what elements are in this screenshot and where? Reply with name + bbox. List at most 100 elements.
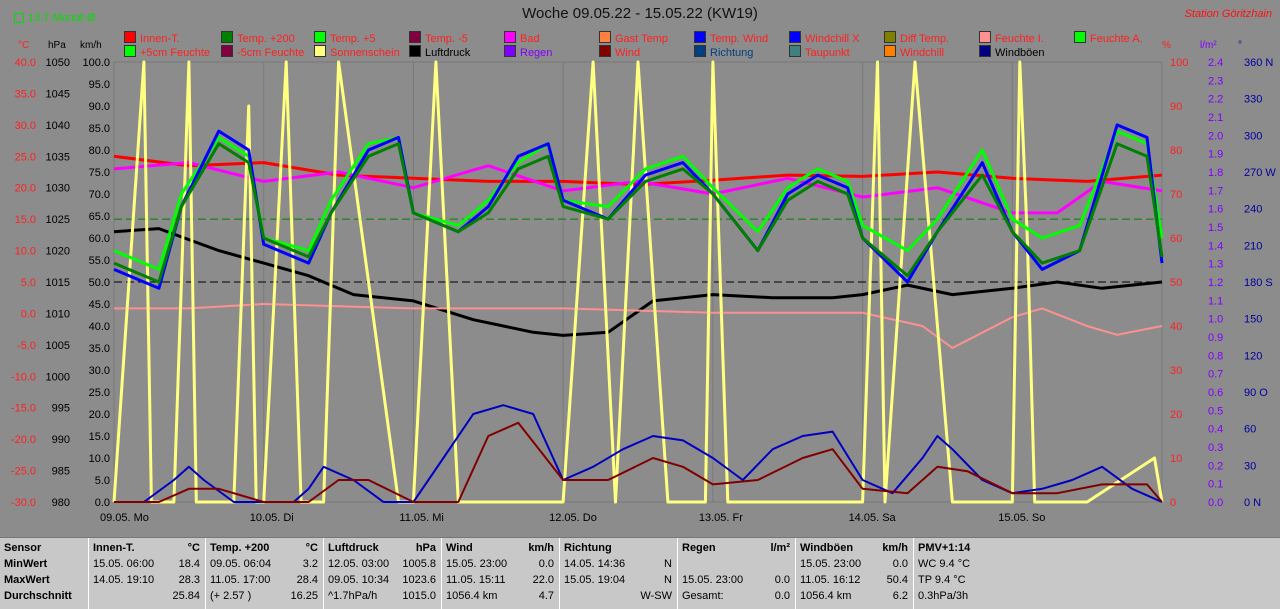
rain-axis-label: 1.9	[1208, 149, 1223, 161]
stats-regen-total-label: Gesamt:	[682, 590, 724, 602]
legend-swatch	[599, 45, 611, 57]
legend-item: Feuchte I.	[979, 31, 1044, 45]
rain-axis-label: 1.5	[1208, 222, 1223, 234]
stats-wind-max-time: 11.05. 15:11	[446, 574, 506, 586]
legend-swatch	[221, 31, 233, 43]
wind-axis-label: 65.0	[89, 211, 110, 223]
stats-col-regen: Regen l/m² 15.05. 23:00 0.0 Gesamt: 0.0	[678, 540, 794, 607]
stats-wind-unit: km/h	[528, 542, 554, 554]
stats-regen-header: Regen	[682, 542, 716, 554]
rain-axis-label: 0.1	[1208, 479, 1223, 491]
pct-axis-label: 60	[1170, 233, 1182, 245]
rain-axis-label: 0.6	[1208, 387, 1223, 399]
stats-col-wind: Wind km/h 15.05. 23:00 0.0 11.05. 15:11 22.…	[442, 540, 558, 607]
wind-axis-label: 40.0	[89, 321, 110, 333]
stats-wind-distance: 1056.4 km	[446, 590, 498, 602]
legend-swatch	[884, 45, 896, 57]
rain-axis-label: 2.0	[1208, 130, 1223, 142]
stats-max-label: MaxWert	[4, 574, 50, 586]
stats-temp200-unit: °C	[305, 542, 318, 554]
stats-richtung-max-time: 15.05. 19:04	[564, 574, 626, 586]
wind-axis-label: 50.0	[89, 277, 110, 289]
dir-axis-label: 360 N	[1244, 57, 1273, 69]
legend-label: Richtung	[710, 47, 754, 59]
legend-item: Windböen	[979, 45, 1045, 59]
wind-axis-label: 80.0	[89, 145, 110, 157]
legend-label: Gast Temp	[615, 33, 668, 45]
legend-label: -5cm Feuchte	[237, 47, 305, 59]
legend-item: Temp. Wind	[694, 31, 769, 45]
press-axis-label: 1030	[46, 183, 70, 195]
legend-label: Temp. Wind	[710, 33, 769, 45]
legend-swatch	[979, 45, 991, 57]
wind-axis-label: 55.0	[89, 255, 110, 267]
stats-richtung-min: N	[664, 558, 672, 570]
temp-axis-label: 0.0	[21, 308, 36, 320]
chart-title: Woche 09.05.22 - 15.05.22 (KW19)	[522, 5, 758, 22]
stats-temp200-avg: 16.25	[290, 590, 318, 602]
legend-item: Diff Temp.	[884, 31, 949, 45]
press-axis-label: 1010	[46, 308, 70, 320]
series-line	[113, 129, 1164, 271]
month-average: 13.7 Monat-Ø	[14, 12, 95, 24]
stats-luft-max: 1023.6	[402, 574, 436, 586]
x-tick-label: 13.05. Fr	[699, 512, 743, 524]
pct-axis-label: 80	[1170, 145, 1182, 157]
stats-col-labels: Sensor MinWert MaxWert Durchschnitt	[0, 540, 88, 607]
legend-swatch	[789, 45, 801, 57]
unit-press: hPa	[48, 40, 66, 51]
stats-luft-avg: 1015.0	[402, 590, 436, 602]
wind-axis-label: 10.0	[89, 453, 110, 465]
stats-boeen-max: 50.4	[886, 574, 908, 586]
rain-axis-label: 0.5	[1208, 405, 1223, 417]
temp-axis-label: 5.0	[21, 277, 36, 289]
stats-col-pmv: PMV+1:14 WC 9.4 °C TP 9.4 °C 0.3hPa/3h	[914, 540, 1054, 607]
unit-wind: km/h	[80, 40, 102, 51]
temp-axis-label: 25.0	[15, 151, 36, 163]
dir-axis-label: 240	[1244, 204, 1262, 216]
legend-item: Richtung	[694, 45, 754, 59]
rain-axis-label: 2.3	[1208, 75, 1223, 87]
stats-avg-label: Durchschnitt	[4, 590, 72, 602]
legend-label: Temp. +200	[237, 33, 295, 45]
legend-swatch	[314, 31, 326, 43]
rain-axis-label: 1.3	[1208, 259, 1223, 271]
dir-axis-label: 60	[1244, 424, 1256, 436]
stats-richtung-header: Richtung	[564, 542, 612, 554]
stats-regen-unit: l/m²	[770, 542, 790, 554]
rain-axis-label: 1.4	[1208, 240, 1223, 252]
rain-axis-label: 0.7	[1208, 369, 1223, 381]
series-line	[113, 161, 1163, 215]
stats-boeen-min-time: 15.05. 23:00	[800, 558, 862, 570]
legend-item: Feuchte A.	[1074, 31, 1143, 45]
wind-axis-label: 0.0	[95, 497, 110, 509]
legend-label: Luftdruck	[425, 47, 471, 59]
stats-luft-unit: hPa	[415, 542, 436, 554]
legend-item: Bad	[504, 31, 540, 45]
series-line	[114, 421, 1163, 503]
station-name: Station Göritzhain	[1184, 8, 1272, 20]
x-tick-label: 12.05. Do	[549, 512, 597, 524]
stats-temp200-max-time: 11.05. 17:00	[210, 574, 271, 586]
stats-table: Sensor MinWert MaxWert Durchschnitt Inne…	[0, 537, 1280, 609]
month-average-swatch	[14, 13, 24, 24]
dir-axis-label: 210	[1244, 240, 1262, 252]
stats-luft-header: Luftdruck	[328, 542, 379, 554]
temp-axis-label: 40.0	[15, 57, 36, 69]
stats-wind-min: 0.0	[538, 558, 554, 570]
legend-swatch	[124, 45, 136, 57]
wind-axis-label: 25.0	[89, 387, 110, 399]
rain-axis-label: 1.1	[1208, 295, 1223, 307]
stats-richtung-min-time: 14.05. 14:36	[564, 558, 626, 570]
dir-axis-label: 270 W	[1244, 167, 1276, 179]
rain-axis-label: 1.7	[1208, 185, 1223, 197]
wind-axis-label: 20.0	[89, 409, 110, 421]
legend-item: Taupunkt	[789, 45, 850, 59]
legend-item: Gast Temp	[599, 31, 668, 45]
stats-boeen-unit: km/h	[882, 542, 908, 554]
wind-axis-label: 70.0	[89, 189, 110, 201]
rain-axis-label: 0.4	[1208, 424, 1223, 436]
legend-swatch	[694, 31, 706, 43]
legend-swatch	[409, 45, 421, 57]
legend-item: Luftdruck	[409, 45, 471, 59]
